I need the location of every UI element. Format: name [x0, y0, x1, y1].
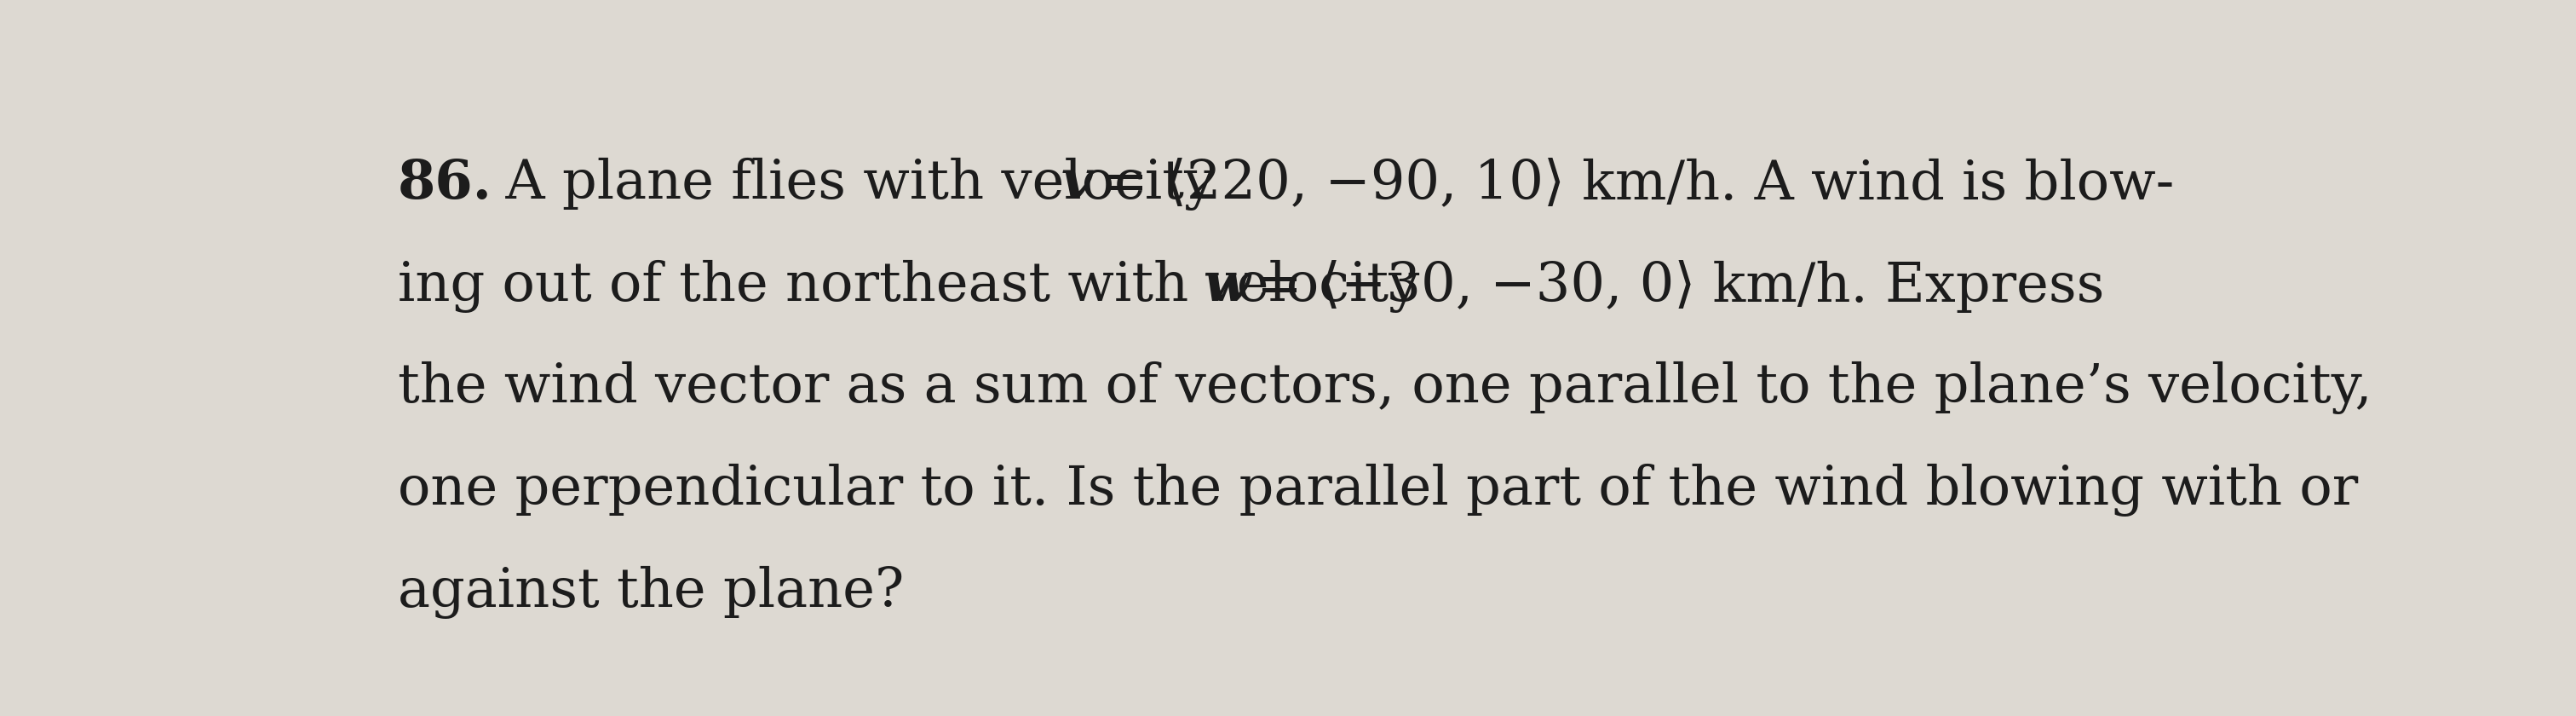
Text: one perpendicular to it. Is the parallel part of the wind blowing with or: one perpendicular to it. Is the parallel… [397, 463, 2357, 516]
Text: ing out of the northeast with velocity: ing out of the northeast with velocity [397, 260, 1437, 312]
Text: against the plane?: against the plane? [397, 566, 904, 619]
Text: v: v [1061, 158, 1092, 210]
Text: 86.: 86. [397, 158, 492, 210]
Text: A plane flies with velocity: A plane flies with velocity [471, 158, 1231, 211]
Text: the wind vector as a sum of vectors, one parallel to the plane’s velocity,: the wind vector as a sum of vectors, one… [397, 362, 2372, 415]
Text: = ⟨220, −90, 10⟩ km/h. A wind is blow-: = ⟨220, −90, 10⟩ km/h. A wind is blow- [1084, 158, 2174, 210]
Text: = ⟨−30, −30, 0⟩ km/h. Express: = ⟨−30, −30, 0⟩ km/h. Express [1239, 260, 2105, 312]
Text: w: w [1203, 260, 1249, 312]
